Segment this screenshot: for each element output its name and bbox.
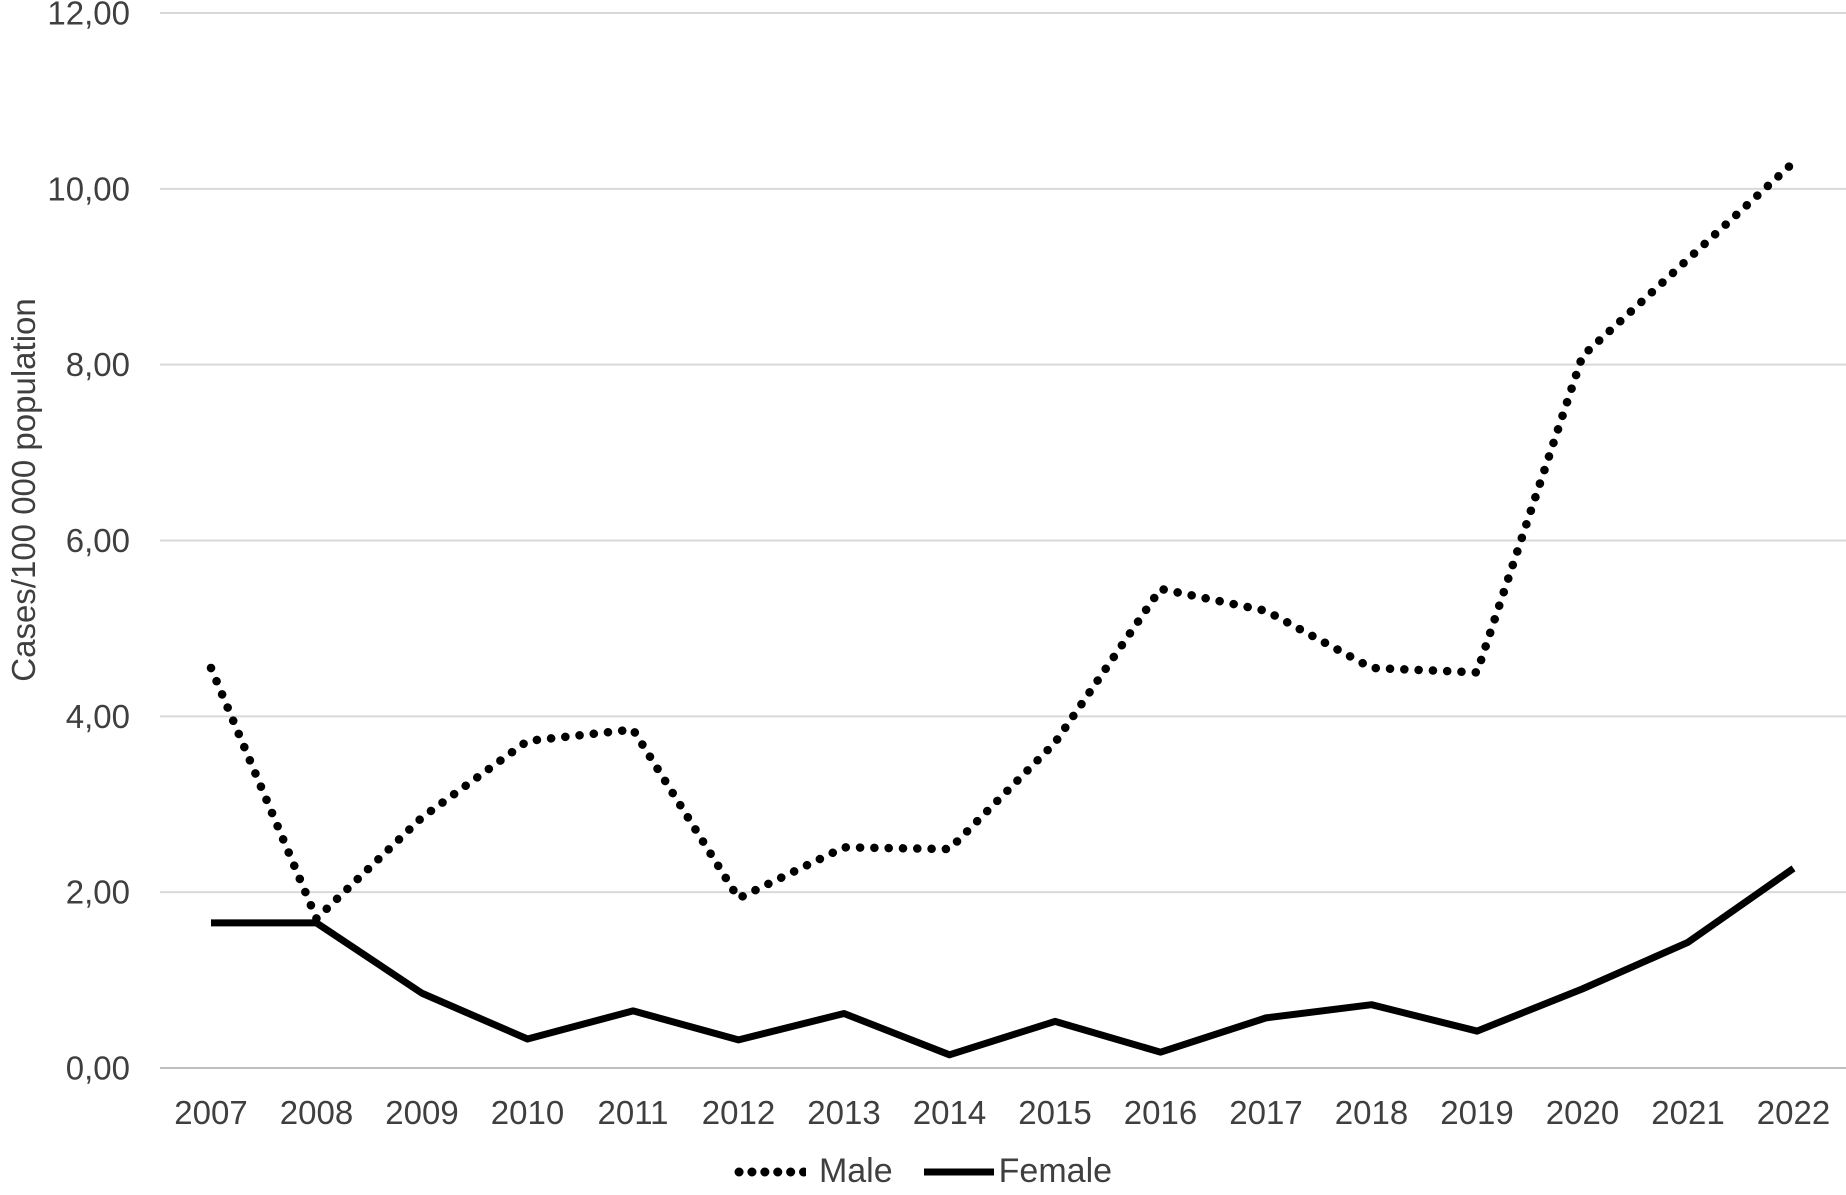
x-tick-label: 2021 <box>1651 1094 1724 1131</box>
x-tick-label: 2015 <box>1018 1094 1091 1131</box>
x-tick-label: 2014 <box>913 1094 986 1131</box>
legend: Male Female <box>0 1152 1846 1191</box>
x-tick-label: 2008 <box>280 1094 353 1131</box>
legend-male-swatch-icon <box>734 1167 806 1176</box>
x-tick-label: 2017 <box>1229 1094 1302 1131</box>
x-tick-label: 2009 <box>385 1094 458 1131</box>
legend-female-label: Female <box>998 1152 1113 1190</box>
x-tick-label: 2007 <box>174 1094 247 1131</box>
x-tick-label: 2019 <box>1440 1094 1513 1131</box>
y-tick-label: 4,00 <box>66 698 130 735</box>
x-tick-label: 2022 <box>1757 1094 1830 1131</box>
y-tick-label: 8,00 <box>66 346 130 383</box>
legend-female-swatch-icon <box>923 1168 994 1175</box>
x-tick-label: 2012 <box>702 1094 775 1131</box>
y-axis-title: Cases/100 000 population <box>5 298 42 682</box>
y-tick-label: 2,00 <box>66 874 130 911</box>
legend-male-label: Male <box>818 1152 893 1190</box>
x-tick-label: 2020 <box>1546 1094 1619 1131</box>
x-tick-label: 2011 <box>598 1094 669 1131</box>
x-tick-label: 2013 <box>807 1094 880 1131</box>
x-tick-label: 2010 <box>491 1094 564 1131</box>
x-tick-label: 2018 <box>1335 1094 1408 1131</box>
x-tick-label: 2016 <box>1124 1094 1197 1131</box>
y-tick-label: 0,00 <box>66 1050 130 1087</box>
y-tick-label: 10,00 <box>47 170 130 207</box>
y-tick-label: 6,00 <box>66 522 130 559</box>
y-tick-label: 12,00 <box>47 0 130 31</box>
female-series-line <box>211 865 1796 1059</box>
male-series-line <box>206 158 1798 923</box>
